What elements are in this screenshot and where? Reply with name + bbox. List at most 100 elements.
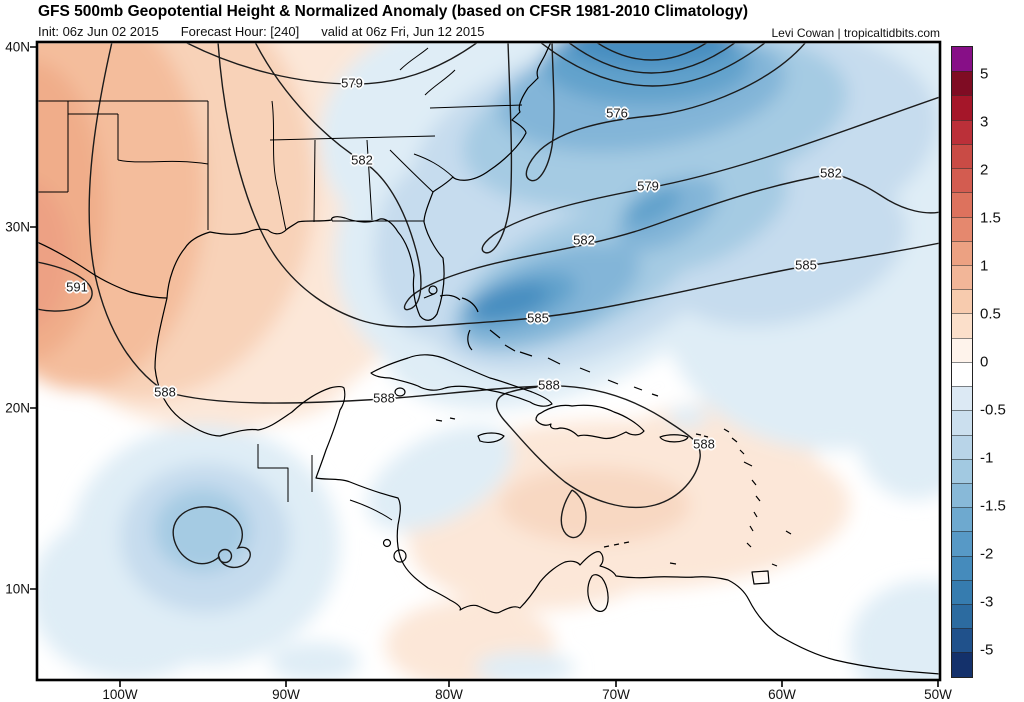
- colorbar-tick-label: 3: [980, 113, 989, 131]
- contour-value-label: 579: [637, 178, 659, 194]
- colorbar-segment: [952, 410, 972, 435]
- contour-value-label: 579: [341, 75, 363, 91]
- latitude-tick-label: 20N: [5, 400, 30, 416]
- islands-virgin: [695, 433, 709, 438]
- contour-value-label: 582: [573, 232, 595, 248]
- colorbar-segment: [952, 555, 972, 580]
- contour-579-west: [186, 43, 478, 85]
- islands-lesser-antilles: [723, 428, 792, 548]
- anomaly-colorbar: [951, 46, 973, 678]
- contour-value-label: 582: [820, 165, 842, 181]
- colorbar-segment: [952, 434, 972, 459]
- colorbar-segment: [952, 482, 972, 508]
- latitude-tick-label: 30N: [5, 219, 30, 235]
- colorbar-tick-label: 5: [980, 65, 989, 83]
- credit-attribution: Levi Cowan | tropicaltidbits.com: [771, 26, 940, 40]
- forecast-hour: Forecast Hour: [240]: [180, 24, 300, 39]
- colorbar-segment: [952, 47, 972, 72]
- island-trinidad: [751, 563, 778, 585]
- island-hispaniola: [535, 404, 645, 440]
- islands-abc: [603, 541, 677, 565]
- colorbar-segment: [952, 240, 972, 265]
- colorbar-tick-label: 0.5: [980, 305, 1001, 323]
- contour-inner-2: [568, 43, 736, 74]
- colorbar-segment: [952, 604, 972, 629]
- colorbar-tick-label: 1.5: [980, 209, 1001, 227]
- contour-588: [88, 43, 701, 509]
- island-cuba: [370, 354, 553, 407]
- longitude-tick-label: 60W: [768, 687, 796, 702]
- colorbar-tick-label: -0.5: [980, 401, 1006, 419]
- colorbar-segment: [952, 386, 972, 411]
- contour-591: [38, 261, 93, 312]
- colorbar-tick-label: -1.5: [980, 497, 1006, 515]
- colorbar-tick-label: -1: [980, 449, 994, 467]
- colorbar-segment: [952, 361, 972, 387]
- colorbar-tick-label: -3: [980, 593, 994, 611]
- contour-closed-pacific: [172, 506, 251, 568]
- islands: [370, 293, 792, 585]
- lake-nicaragua: [393, 549, 407, 563]
- colorbar-segment: [952, 216, 972, 241]
- islands-bahamas: [423, 293, 659, 397]
- island-isle-of-youth: [394, 387, 406, 397]
- colorbar-segment: [952, 192, 972, 217]
- init-time: Init: 06z Jun 02 2015: [38, 24, 159, 39]
- colorbar-segment: [952, 119, 972, 144]
- contour-value-label: 588: [373, 390, 395, 406]
- coastline-mainland: [154, 43, 939, 675]
- page-title: GFS 500mb Geopotential Height & Normaliz…: [38, 3, 748, 20]
- lake-maracaibo: [587, 574, 609, 612]
- colorbar-segment: [952, 531, 972, 556]
- longitude-tick-label: 90W: [272, 687, 300, 702]
- colorbar-segment: [952, 71, 972, 96]
- lake-okeechobee: [428, 285, 438, 295]
- colorbar-segment: [952, 628, 972, 653]
- colorbar-segment: [952, 313, 972, 338]
- colorbar-tick-label: -2: [980, 545, 994, 563]
- contour-inner-1: [597, 43, 707, 61]
- axis-ticks: [30, 46, 939, 687]
- islands-caymans: [435, 417, 456, 422]
- latitude-tick-label: 40N: [5, 39, 30, 55]
- colorbar-segment: [952, 264, 972, 290]
- height-contours: [38, 43, 939, 568]
- latitude-tick-label: 10N: [5, 581, 30, 597]
- contour-value-label: 591: [66, 279, 88, 295]
- lake-managua: [382, 538, 392, 548]
- contour-value-label: 576: [606, 105, 628, 121]
- colorbar-segment: [952, 95, 972, 120]
- colorbar-segment: [952, 337, 972, 362]
- colorbar-tick-label: 1: [980, 257, 989, 275]
- island-puerto-rico: [659, 434, 689, 443]
- state-borders: [38, 47, 523, 231]
- colorbar-segment: [952, 143, 972, 169]
- contour-576: [525, 43, 806, 182]
- contour-value-label: 585: [795, 257, 817, 273]
- contour-582: [255, 43, 939, 311]
- contour-inner-3: [540, 43, 766, 87]
- map-border: [35, 40, 942, 682]
- contour-value-label: 585: [527, 310, 549, 326]
- contour-579-east: [481, 43, 939, 254]
- colorbar-tick-label: 2: [980, 161, 989, 179]
- contour-value-label: 582: [351, 152, 373, 168]
- border-rio-grande: [38, 242, 168, 299]
- colorbar-segment: [952, 579, 972, 605]
- contour-value-label: 588: [154, 384, 176, 400]
- colorbar-tick-label: 0: [980, 353, 989, 371]
- longitude-tick-label: 50W: [924, 687, 952, 702]
- colorbar-segment: [952, 289, 972, 314]
- contour-value-label: 588: [538, 377, 560, 393]
- longitude-tick-label: 80W: [435, 687, 463, 702]
- longitude-tick-label: 70W: [602, 687, 630, 702]
- contour-585: [217, 43, 939, 328]
- contour-closed-pacific-inner: [217, 548, 233, 564]
- run-info-line: Init: 06z Jun 02 2015 Forecast Hour: [240…: [38, 24, 507, 39]
